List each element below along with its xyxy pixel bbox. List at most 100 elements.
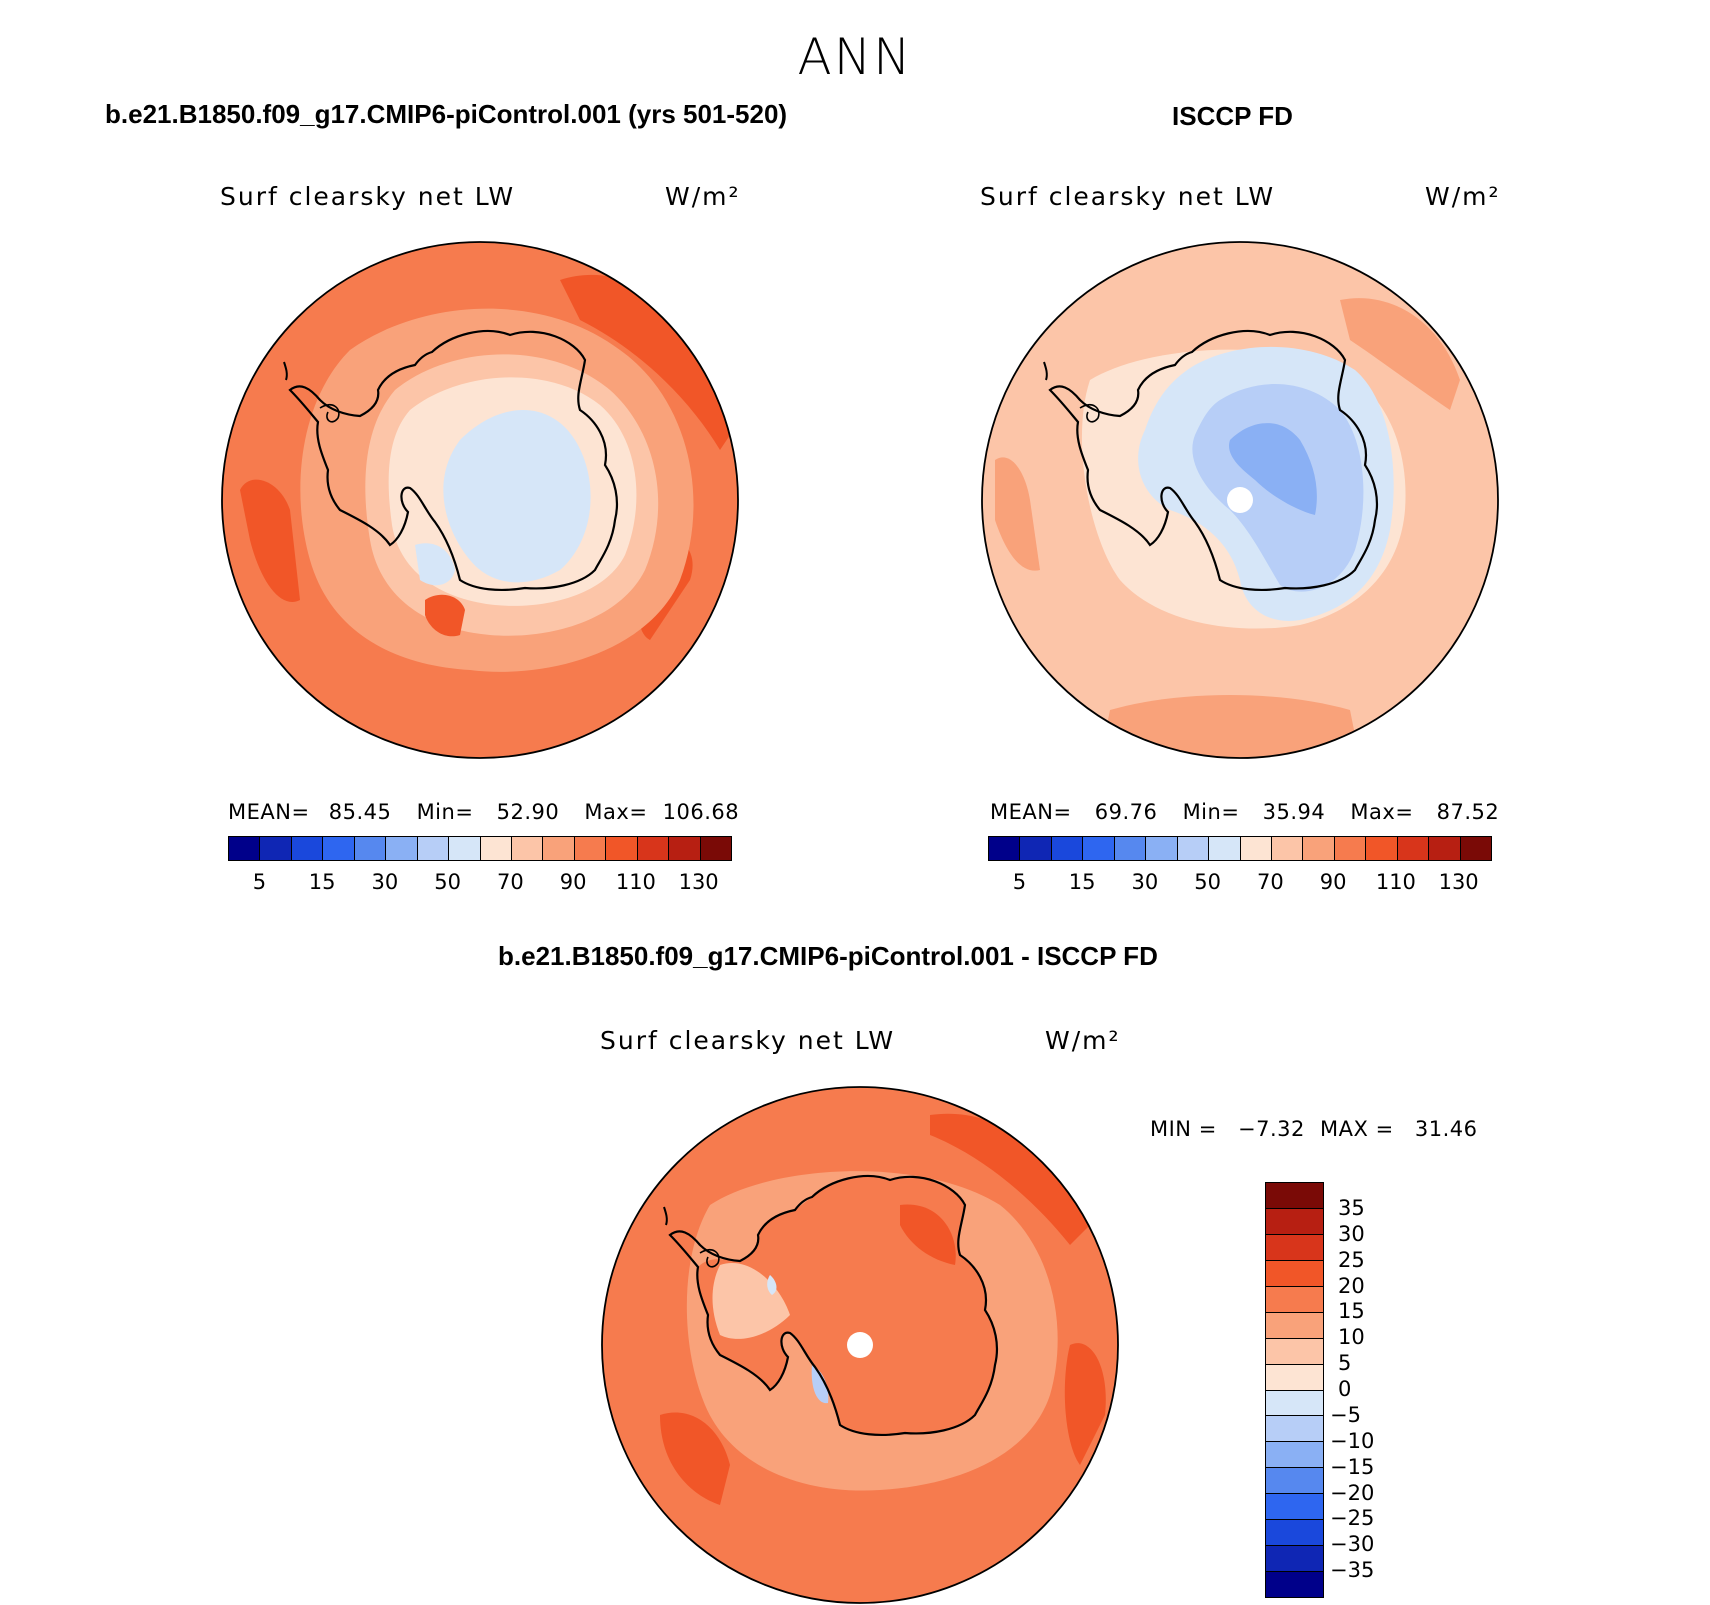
model-colorbar-box xyxy=(637,837,670,860)
diff-neg-peninsula xyxy=(767,1275,777,1295)
model-min-value: 52.90 xyxy=(496,800,560,824)
diff-antarctica-coastline xyxy=(668,1174,999,1437)
model-colorbar-tick-label: 70 xyxy=(497,870,524,894)
diff-colorbar-label: 15 xyxy=(1338,1299,1365,1324)
diff-colorbar-label: 5 xyxy=(1338,1351,1352,1376)
diff-colorbar-box xyxy=(1266,1390,1323,1417)
obs-colorbar-box xyxy=(989,837,1021,860)
diff-colorbar-label: −5 xyxy=(1330,1402,1361,1427)
model-polar-map xyxy=(221,241,739,759)
season-title: ANN xyxy=(797,28,913,86)
obs-warm-patch-s xyxy=(1100,695,1360,758)
diff-polar-map xyxy=(601,1086,1119,1604)
diff-colorbar-box xyxy=(1266,1234,1323,1261)
diff-colorbar-box xyxy=(1266,1416,1323,1443)
obs-colorbar xyxy=(988,836,1492,861)
diff-colorbar-box xyxy=(1266,1468,1323,1495)
diff-colorbar-box xyxy=(1266,1183,1323,1209)
obs-colorbar-box xyxy=(1177,837,1210,860)
diff-colorbar-label: −15 xyxy=(1330,1454,1375,1479)
model-stats: MEAN= 85.45 Min= 52.90 Max= 106.68 xyxy=(228,800,739,824)
model-colorbar-tick-label: 5 xyxy=(252,870,267,894)
obs-colorbar-box xyxy=(1334,837,1367,860)
diff-colorbar-label: 20 xyxy=(1338,1273,1365,1298)
diff-panel-title: b.e21.B1850.f09_g17.CMIP6-piControl.001 … xyxy=(498,941,1158,971)
diff-min-value: −7.32 xyxy=(1237,1117,1305,1141)
model-colorbar-box xyxy=(449,837,481,860)
model-colorbar-box xyxy=(291,837,324,860)
obs-colorbar-tick-label: 15 xyxy=(1068,870,1096,894)
diff-min-label: MIN = xyxy=(1150,1117,1217,1141)
model-colorbar-box xyxy=(417,837,450,860)
model-colorbar xyxy=(228,836,732,861)
obs-warm-patch-ne xyxy=(1340,298,1460,410)
obs-panel-title: ISCCP FD xyxy=(1172,101,1293,131)
diff-colorbar-box xyxy=(1266,1572,1323,1597)
obs-colorbar-tick-label: 50 xyxy=(1194,870,1221,894)
model-units-label: W/m² xyxy=(665,182,741,211)
obs-colorbar-ticks: 5 15 30 50 70 90 110 130 xyxy=(988,870,1490,896)
model-mean-value: 85.45 xyxy=(328,800,392,824)
diff-colorbar-label: −35 xyxy=(1330,1558,1375,1583)
obs-min-value: 35.94 xyxy=(1262,800,1326,824)
model-colorbar-tick-label: 130 xyxy=(678,870,719,894)
diff-strong-band-e xyxy=(1064,1343,1106,1465)
model-colorbar-ticks: 5 15 30 50 70 90 110 130 xyxy=(228,870,730,896)
obs-colorbar-tick-label: 5 xyxy=(1012,870,1027,894)
diff-colorbar-label: 25 xyxy=(1338,1247,1365,1272)
model-panel-title: b.e21.B1850.f09_g17.CMIP6-piControl.001 … xyxy=(105,99,788,129)
obs-max-label: Max= xyxy=(1350,800,1414,824)
model-colorbar-box xyxy=(480,837,512,860)
obs-polar-map xyxy=(981,241,1499,759)
model-colorbar-tick-label: 15 xyxy=(308,870,336,894)
diff-neg-ross xyxy=(811,1365,829,1404)
obs-colorbar-tick-label: 30 xyxy=(1131,870,1159,894)
obs-colorbar-box xyxy=(1146,837,1178,860)
obs-colorbar-box xyxy=(1240,837,1272,860)
model-mean-label: MEAN= xyxy=(228,800,310,824)
diff-light-west xyxy=(712,1263,790,1339)
diff-units-label: W/m² xyxy=(1045,1026,1121,1055)
obs-mean-label: MEAN= xyxy=(990,800,1072,824)
obs-colorbar-box xyxy=(1271,837,1304,860)
obs-colorbar-box xyxy=(1051,837,1084,860)
diff-pole-hole xyxy=(847,1332,873,1358)
model-plateau xyxy=(443,410,591,583)
diff-colorbar-label: 35 xyxy=(1338,1195,1365,1220)
obs-colorbar-box xyxy=(1020,837,1052,860)
diff-colorbar-box xyxy=(1266,1546,1323,1573)
obs-high-plateau xyxy=(1229,423,1317,515)
obs-colorbar-tick-label: 70 xyxy=(1257,870,1284,894)
obs-colorbar-tick-label: 130 xyxy=(1438,870,1479,894)
diff-variable-label: Surf clearsky net LW xyxy=(600,1026,896,1055)
model-colorbar-box xyxy=(386,837,418,860)
model-colorbar-box xyxy=(606,837,638,860)
diff-colorbar-box xyxy=(1266,1520,1323,1547)
diff-dark-east xyxy=(900,1204,956,1265)
obs-colorbar-box xyxy=(1397,837,1430,860)
diff-colorbar-label: −30 xyxy=(1330,1532,1375,1557)
model-max-label: Max= xyxy=(584,800,648,824)
obs-colorbar-box xyxy=(1429,837,1461,860)
obs-colorbar-box xyxy=(1460,837,1491,860)
obs-warm-patch-w xyxy=(995,457,1040,571)
diff-colorbar-label: −10 xyxy=(1330,1428,1375,1453)
model-variable-label: Surf clearsky net LW xyxy=(220,182,516,211)
model-colorbar-tick-label: 90 xyxy=(559,870,587,894)
obs-colorbar-tick-label: 110 xyxy=(1375,870,1416,894)
diff-colorbar-box xyxy=(1266,1338,1323,1365)
obs-colorbar-box xyxy=(1083,837,1115,860)
obs-colorbar-box xyxy=(1114,837,1147,860)
obs-units-label: W/m² xyxy=(1425,182,1501,211)
diff-colorbar-box xyxy=(1266,1312,1323,1339)
obs-antarctica-coastline xyxy=(1048,329,1379,592)
model-colorbar-box xyxy=(229,837,261,860)
diff-colorbar-label: 10 xyxy=(1338,1325,1365,1350)
obs-colorbar-box xyxy=(1209,837,1241,860)
model-colorbar-tick-label: 110 xyxy=(615,870,656,894)
diff-colorbar-label: −25 xyxy=(1330,1506,1375,1531)
obs-stats: MEAN= 69.76 Min= 35.94 Max= 87.52 xyxy=(990,800,1499,824)
model-antarctica-coastline xyxy=(288,329,619,592)
obs-variable-label: Surf clearsky net LW xyxy=(980,182,1276,211)
model-warm-band-w xyxy=(240,479,300,602)
